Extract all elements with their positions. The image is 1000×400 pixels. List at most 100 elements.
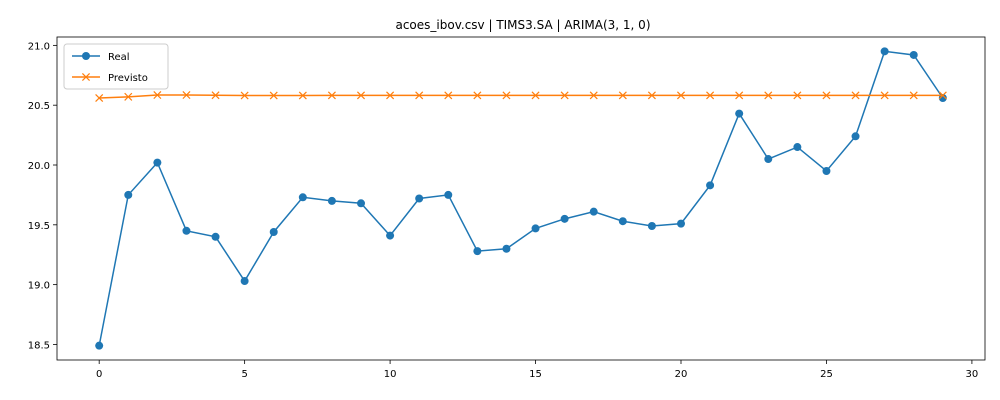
marker-stroke xyxy=(764,91,773,100)
data-point xyxy=(618,217,627,226)
legend-label: Previsto xyxy=(108,73,148,84)
y-tick-label: 19.0 xyxy=(28,281,50,292)
legend: Real Previsto xyxy=(63,43,169,90)
data-point xyxy=(269,91,278,100)
marker-stroke xyxy=(502,91,511,100)
data-point xyxy=(357,199,365,208)
data-point xyxy=(95,93,104,103)
marker-stroke xyxy=(327,91,336,100)
series-line-1 xyxy=(99,94,943,99)
marker-stroke xyxy=(735,91,744,100)
x-tick-label: 0 xyxy=(96,369,102,380)
axis-layer: 0 5 10 15 20 25 30 18.5 19.0 19.5 20.0 20.5 21.0 xyxy=(28,36,986,380)
data-point xyxy=(589,91,598,100)
data-point xyxy=(677,219,685,228)
data-point xyxy=(153,90,162,100)
data-point xyxy=(124,92,133,101)
data-point xyxy=(764,91,773,100)
marker-stroke xyxy=(851,91,860,100)
series-layer xyxy=(95,47,947,350)
data-point xyxy=(706,91,715,100)
data-point xyxy=(735,109,744,118)
x-tick-label: 5 xyxy=(241,369,247,380)
data-point xyxy=(647,91,656,100)
data-point xyxy=(95,341,104,350)
data-point xyxy=(880,91,889,100)
marker-stroke xyxy=(909,91,918,100)
marker-stroke xyxy=(153,90,162,100)
marker-stroke xyxy=(182,90,191,100)
marker-stroke xyxy=(444,91,453,100)
data-point xyxy=(938,91,947,100)
legend-label: Real xyxy=(108,52,130,63)
data-point xyxy=(618,91,627,100)
y-tick-label: 20.5 xyxy=(28,101,50,112)
legend-marker xyxy=(82,52,90,60)
data-point xyxy=(880,47,889,56)
data-point xyxy=(473,247,482,256)
y-tick-label: 21.0 xyxy=(28,41,50,52)
marker-stroke xyxy=(124,92,133,101)
data-point xyxy=(909,91,918,100)
series-1 xyxy=(95,90,947,103)
x-tick-label: 15 xyxy=(529,369,542,380)
series-line-0 xyxy=(98,50,944,346)
data-point xyxy=(444,190,453,199)
legend-marker xyxy=(81,72,91,82)
data-point xyxy=(240,91,249,100)
data-point xyxy=(386,91,395,100)
series-0 xyxy=(95,47,947,350)
plot-frame xyxy=(56,36,986,361)
legend-item-0: Real xyxy=(72,52,130,63)
data-point xyxy=(240,277,249,286)
data-point xyxy=(822,166,831,175)
data-point xyxy=(211,232,220,241)
data-point xyxy=(327,196,336,205)
x-tick-label: 10 xyxy=(384,369,397,380)
data-point xyxy=(356,91,366,100)
data-point xyxy=(822,91,831,100)
x-tick-label: 30 xyxy=(966,369,979,380)
marker-stroke xyxy=(95,93,104,103)
marker-stroke xyxy=(647,91,656,100)
marker-stroke xyxy=(531,91,540,100)
data-point xyxy=(444,91,453,100)
marker-stroke xyxy=(938,91,947,100)
data-point xyxy=(211,91,220,100)
data-point xyxy=(415,194,424,203)
data-point xyxy=(706,181,715,190)
y-tick-label: 19.5 xyxy=(28,221,50,232)
data-point xyxy=(182,226,191,235)
data-point xyxy=(560,91,569,100)
data-point xyxy=(851,91,860,100)
marker-stroke xyxy=(356,91,366,100)
data-point xyxy=(531,91,540,100)
marker-stroke xyxy=(240,91,249,100)
marker-stroke xyxy=(560,91,569,100)
data-point xyxy=(502,91,511,100)
marker-stroke xyxy=(589,91,598,100)
data-point xyxy=(793,91,802,100)
data-point xyxy=(124,190,133,199)
data-point xyxy=(735,91,744,100)
data-point xyxy=(589,207,598,216)
data-point xyxy=(415,91,424,100)
marker-stroke xyxy=(793,91,802,100)
data-point xyxy=(793,143,802,152)
data-point xyxy=(473,91,482,100)
data-point xyxy=(269,227,278,236)
data-point xyxy=(153,158,162,167)
marker-stroke xyxy=(211,91,220,100)
y-tick-label: 20.0 xyxy=(28,161,50,172)
data-point xyxy=(909,50,918,59)
marker-stroke xyxy=(415,91,424,100)
data-point xyxy=(764,155,773,164)
data-point xyxy=(676,91,686,100)
data-point xyxy=(182,90,191,100)
marker-stroke xyxy=(880,91,889,100)
x-tick-label: 25 xyxy=(820,369,833,380)
data-point xyxy=(327,91,336,100)
x-tick-label: 20 xyxy=(675,369,688,380)
marker-stroke xyxy=(473,91,482,100)
